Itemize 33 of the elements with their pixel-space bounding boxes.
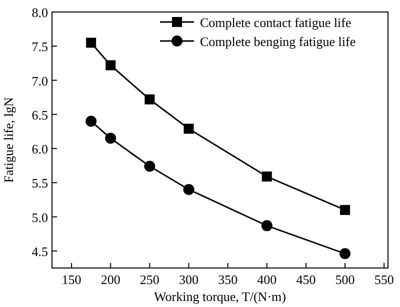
y-tick-label: 7.5 bbox=[32, 39, 48, 54]
point bbox=[262, 172, 272, 182]
x-tick-label: 500 bbox=[335, 272, 355, 287]
point bbox=[340, 248, 351, 260]
point bbox=[261, 220, 272, 232]
y-tick-label: 6.5 bbox=[32, 107, 48, 122]
legend-label: Complete contact fatigue life bbox=[200, 15, 352, 30]
x-tick-label: 200 bbox=[100, 272, 120, 287]
y-tick-label: 7.0 bbox=[32, 73, 48, 88]
point bbox=[105, 132, 116, 144]
point bbox=[86, 38, 96, 48]
x-tick-label: 400 bbox=[257, 272, 277, 287]
y-tick-label: 8.0 bbox=[32, 5, 48, 20]
x-tick-label: 250 bbox=[140, 272, 160, 287]
x-tick-label: 550 bbox=[374, 272, 394, 287]
x-tick-label: 300 bbox=[178, 272, 198, 287]
legend-label: Complete benging fatigue life bbox=[200, 34, 356, 49]
point bbox=[183, 184, 194, 195]
point bbox=[144, 94, 155, 104]
point bbox=[144, 160, 156, 172]
x-tick-label: 150 bbox=[62, 272, 82, 287]
x-tick-label: 450 bbox=[296, 272, 316, 287]
y-tick-label: 4.5 bbox=[32, 244, 48, 259]
y-tick-label: 5.0 bbox=[32, 210, 48, 225]
point bbox=[184, 124, 194, 134]
y-axis-title: Fatigue life, lgN bbox=[1, 96, 16, 183]
y-tick-label: 5.5 bbox=[32, 176, 48, 191]
point bbox=[106, 60, 116, 70]
point bbox=[340, 204, 350, 215]
point bbox=[86, 116, 97, 127]
x-axis-title: Working torque, T/(N·m) bbox=[154, 289, 286, 304]
x-tick-label: 350 bbox=[218, 272, 238, 287]
y-tick-label: 6.0 bbox=[32, 142, 48, 157]
